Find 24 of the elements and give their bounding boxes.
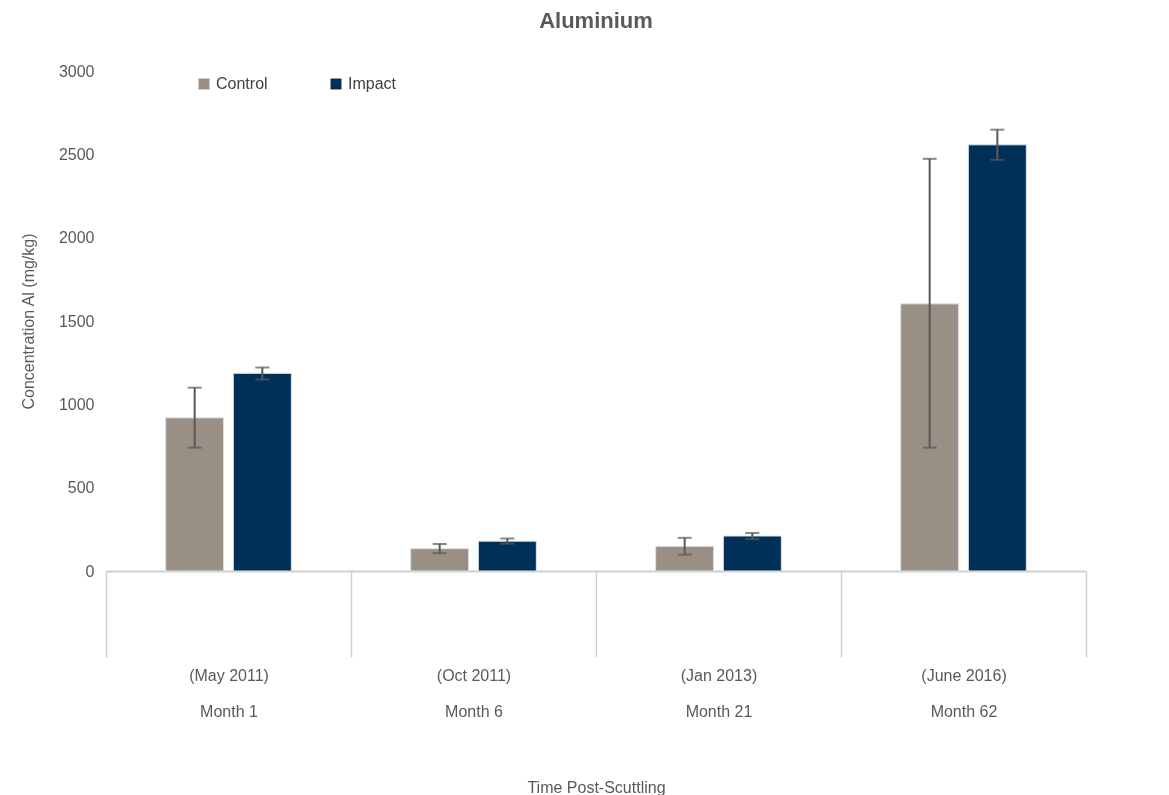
chart-title: Aluminium xyxy=(539,8,653,33)
bar xyxy=(655,545,715,572)
y-tick-label: 1000 xyxy=(58,395,95,413)
y-tick-label: 2000 xyxy=(58,229,95,247)
y-tick-label: 2500 xyxy=(58,145,95,163)
x-tick-label: (May 2011) Month 1 xyxy=(189,666,269,720)
legend-label: Control xyxy=(216,75,268,92)
x-tick-label: (June 2016) Month 62 xyxy=(921,666,1007,720)
x-tick-label: (Oct 2011) Month 6 xyxy=(436,666,512,720)
y-tick-label: 3000 xyxy=(58,62,95,80)
y-tick-label: 1500 xyxy=(58,312,95,330)
bar xyxy=(967,144,1027,572)
bar xyxy=(410,548,470,572)
y-tick-label: 500 xyxy=(67,479,95,497)
bar xyxy=(232,372,292,572)
y-axis-title: Concentration Al (mg/kg) xyxy=(19,233,37,410)
bar xyxy=(165,417,225,572)
x-axis-title: Time Post-Scuttling xyxy=(527,778,666,795)
bar xyxy=(900,303,960,572)
legend-label: Impact xyxy=(348,75,397,92)
bar xyxy=(722,535,782,572)
x-tick-label: (Jan 2013) Month 21 xyxy=(680,666,758,720)
y-tick-label: 0 xyxy=(85,562,95,580)
bar xyxy=(477,540,537,572)
